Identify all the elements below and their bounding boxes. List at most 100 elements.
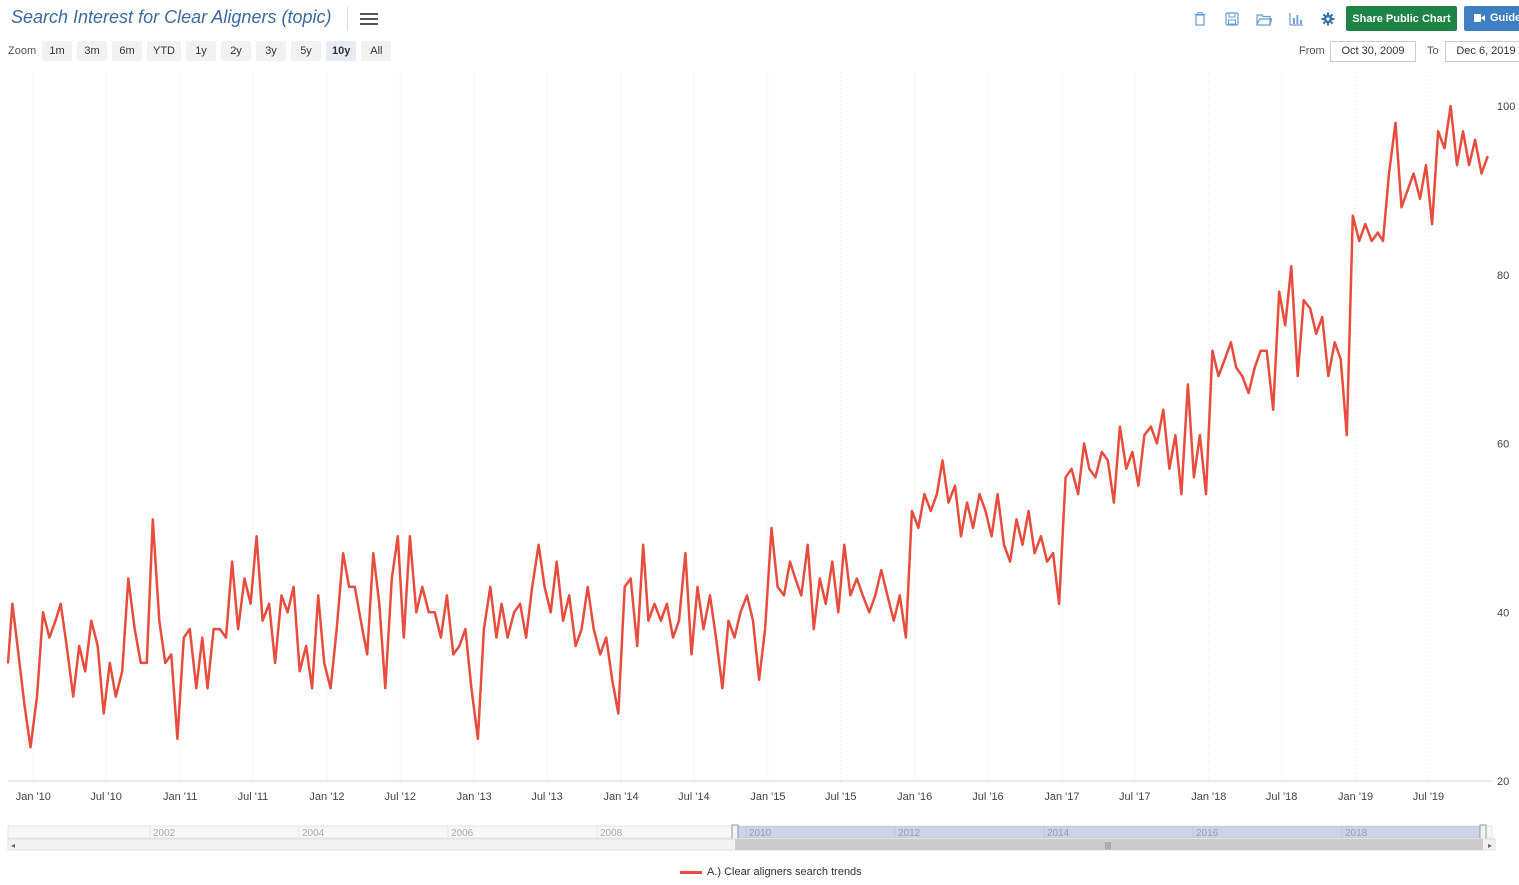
data-point — [433, 611, 436, 614]
data-point — [409, 535, 411, 538]
data-point — [1021, 543, 1024, 546]
data-point — [752, 619, 754, 622]
data-point — [586, 586, 589, 588]
data-point — [249, 602, 252, 605]
hamburger-menu-icon[interactable] — [360, 10, 378, 28]
zoom-button-ytd[interactable]: YTD — [147, 41, 181, 61]
data-point — [941, 459, 944, 462]
data-point — [770, 527, 773, 529]
data-point — [36, 695, 38, 698]
zoom-button-2y[interactable]: 2y — [221, 41, 251, 61]
data-point — [1480, 172, 1483, 175]
from-date-input[interactable]: Oct 30, 2009 — [1330, 41, 1416, 62]
data-point — [715, 636, 717, 639]
to-date-input[interactable]: Dec 6, 2019 — [1445, 41, 1519, 62]
zoom-button-3m[interactable]: 3m — [77, 41, 107, 61]
data-point — [446, 594, 448, 597]
data-point — [1235, 366, 1238, 369]
data-point — [696, 586, 699, 588]
data-point — [1431, 223, 1433, 226]
data-point — [268, 602, 270, 605]
data-point — [880, 569, 883, 571]
navigator-year-label: 2018 — [1345, 828, 1368, 839]
scroll-right-arrow-icon[interactable]: ▸ — [1488, 841, 1492, 850]
data-point — [170, 653, 173, 656]
data-point — [1278, 290, 1281, 293]
zoom-label: Zoom — [8, 45, 37, 57]
data-point — [1443, 147, 1446, 150]
data-point — [1339, 358, 1342, 360]
data-point — [874, 594, 877, 597]
legend-item[interactable]: A.) Clear aligners search trends — [680, 866, 862, 878]
data-point — [672, 636, 674, 639]
scroll-left-arrow-icon[interactable]: ◂ — [11, 841, 15, 850]
save-icon[interactable] — [1222, 10, 1242, 28]
data-point — [506, 636, 509, 639]
data-point — [783, 594, 785, 597]
x-tick-label: Jul '18 — [1266, 791, 1297, 803]
data-point — [954, 484, 956, 487]
data-point — [647, 619, 650, 622]
data-point — [1358, 240, 1361, 242]
data-point — [1284, 324, 1287, 327]
data-point — [477, 737, 479, 740]
data-point — [427, 611, 430, 614]
navigator-year-label: 2002 — [153, 828, 176, 839]
data-point — [599, 653, 602, 656]
data-point — [212, 628, 215, 630]
data-point — [1205, 493, 1207, 495]
x-tick-label: Jan '18 — [1191, 791, 1226, 803]
data-point — [543, 586, 546, 588]
line-chart: Jan '10 Jul '10 Jan '11 Jul '11 Jan '12 Jul '… — [6, 72, 1515, 851]
data-point — [1333, 341, 1336, 344]
data-point — [1290, 265, 1293, 268]
data-point — [623, 586, 626, 588]
data-point — [898, 594, 901, 597]
data-point — [905, 636, 907, 639]
x-tick-label: Jul '11 — [238, 791, 269, 803]
data-point — [1253, 366, 1256, 369]
series-line[interactable] — [6, 104, 1489, 749]
data-point — [568, 594, 571, 597]
zoom-button-5y[interactable]: 5y — [291, 41, 321, 61]
zoom-button-1y[interactable]: 1y — [186, 41, 216, 61]
zoom-button-10y[interactable]: 10y — [326, 41, 357, 61]
data-point — [562, 619, 564, 622]
data-point — [758, 678, 760, 681]
navigator-year-label: 2014 — [1047, 828, 1070, 839]
x-tick-label: Jan '19 — [1338, 791, 1373, 803]
data-point — [1376, 231, 1379, 234]
data-point — [29, 746, 32, 749]
navigator-selection[interactable] — [735, 826, 1483, 838]
data-point — [947, 501, 950, 504]
zoom-button-1m[interactable]: 1m — [42, 41, 72, 61]
gear-icon[interactable] — [1318, 10, 1338, 28]
zoom-button-all[interactable]: All — [361, 41, 392, 61]
bar-chart-icon[interactable] — [1286, 10, 1306, 28]
zoom-button-6m[interactable]: 6m — [112, 41, 142, 61]
data-point — [396, 535, 399, 538]
trash-icon[interactable] — [1190, 10, 1210, 28]
y-tick-label: 100 — [1497, 101, 1515, 113]
folder-open-icon[interactable] — [1254, 10, 1274, 28]
data-point — [261, 619, 264, 622]
zoom-button-3y[interactable]: 3y — [256, 41, 286, 61]
x-tick-label: Jul '17 — [1119, 791, 1150, 803]
data-point — [1211, 349, 1214, 352]
data-point — [415, 611, 418, 614]
x-tick-label: Jan '17 — [1044, 791, 1079, 803]
x-tick-label: Jan '14 — [603, 791, 638, 803]
x-tick-label: Jul '12 — [384, 791, 415, 803]
guide-button[interactable]: Guide — [1464, 6, 1519, 31]
navigator-right-handle[interactable] — [1479, 824, 1487, 840]
data-point — [702, 628, 705, 630]
scrollbar-thumb[interactable] — [735, 839, 1483, 850]
legend-label: A.) Clear aligners search trends — [707, 866, 862, 878]
data-point — [206, 687, 209, 690]
navigator-left-handle[interactable] — [731, 824, 739, 840]
data-point — [1388, 172, 1390, 175]
navigator-year-label: 2008 — [600, 828, 623, 839]
data-point — [54, 619, 57, 622]
data-point — [483, 628, 485, 630]
share-public-chart-button[interactable]: Share Public Chart — [1346, 6, 1457, 31]
